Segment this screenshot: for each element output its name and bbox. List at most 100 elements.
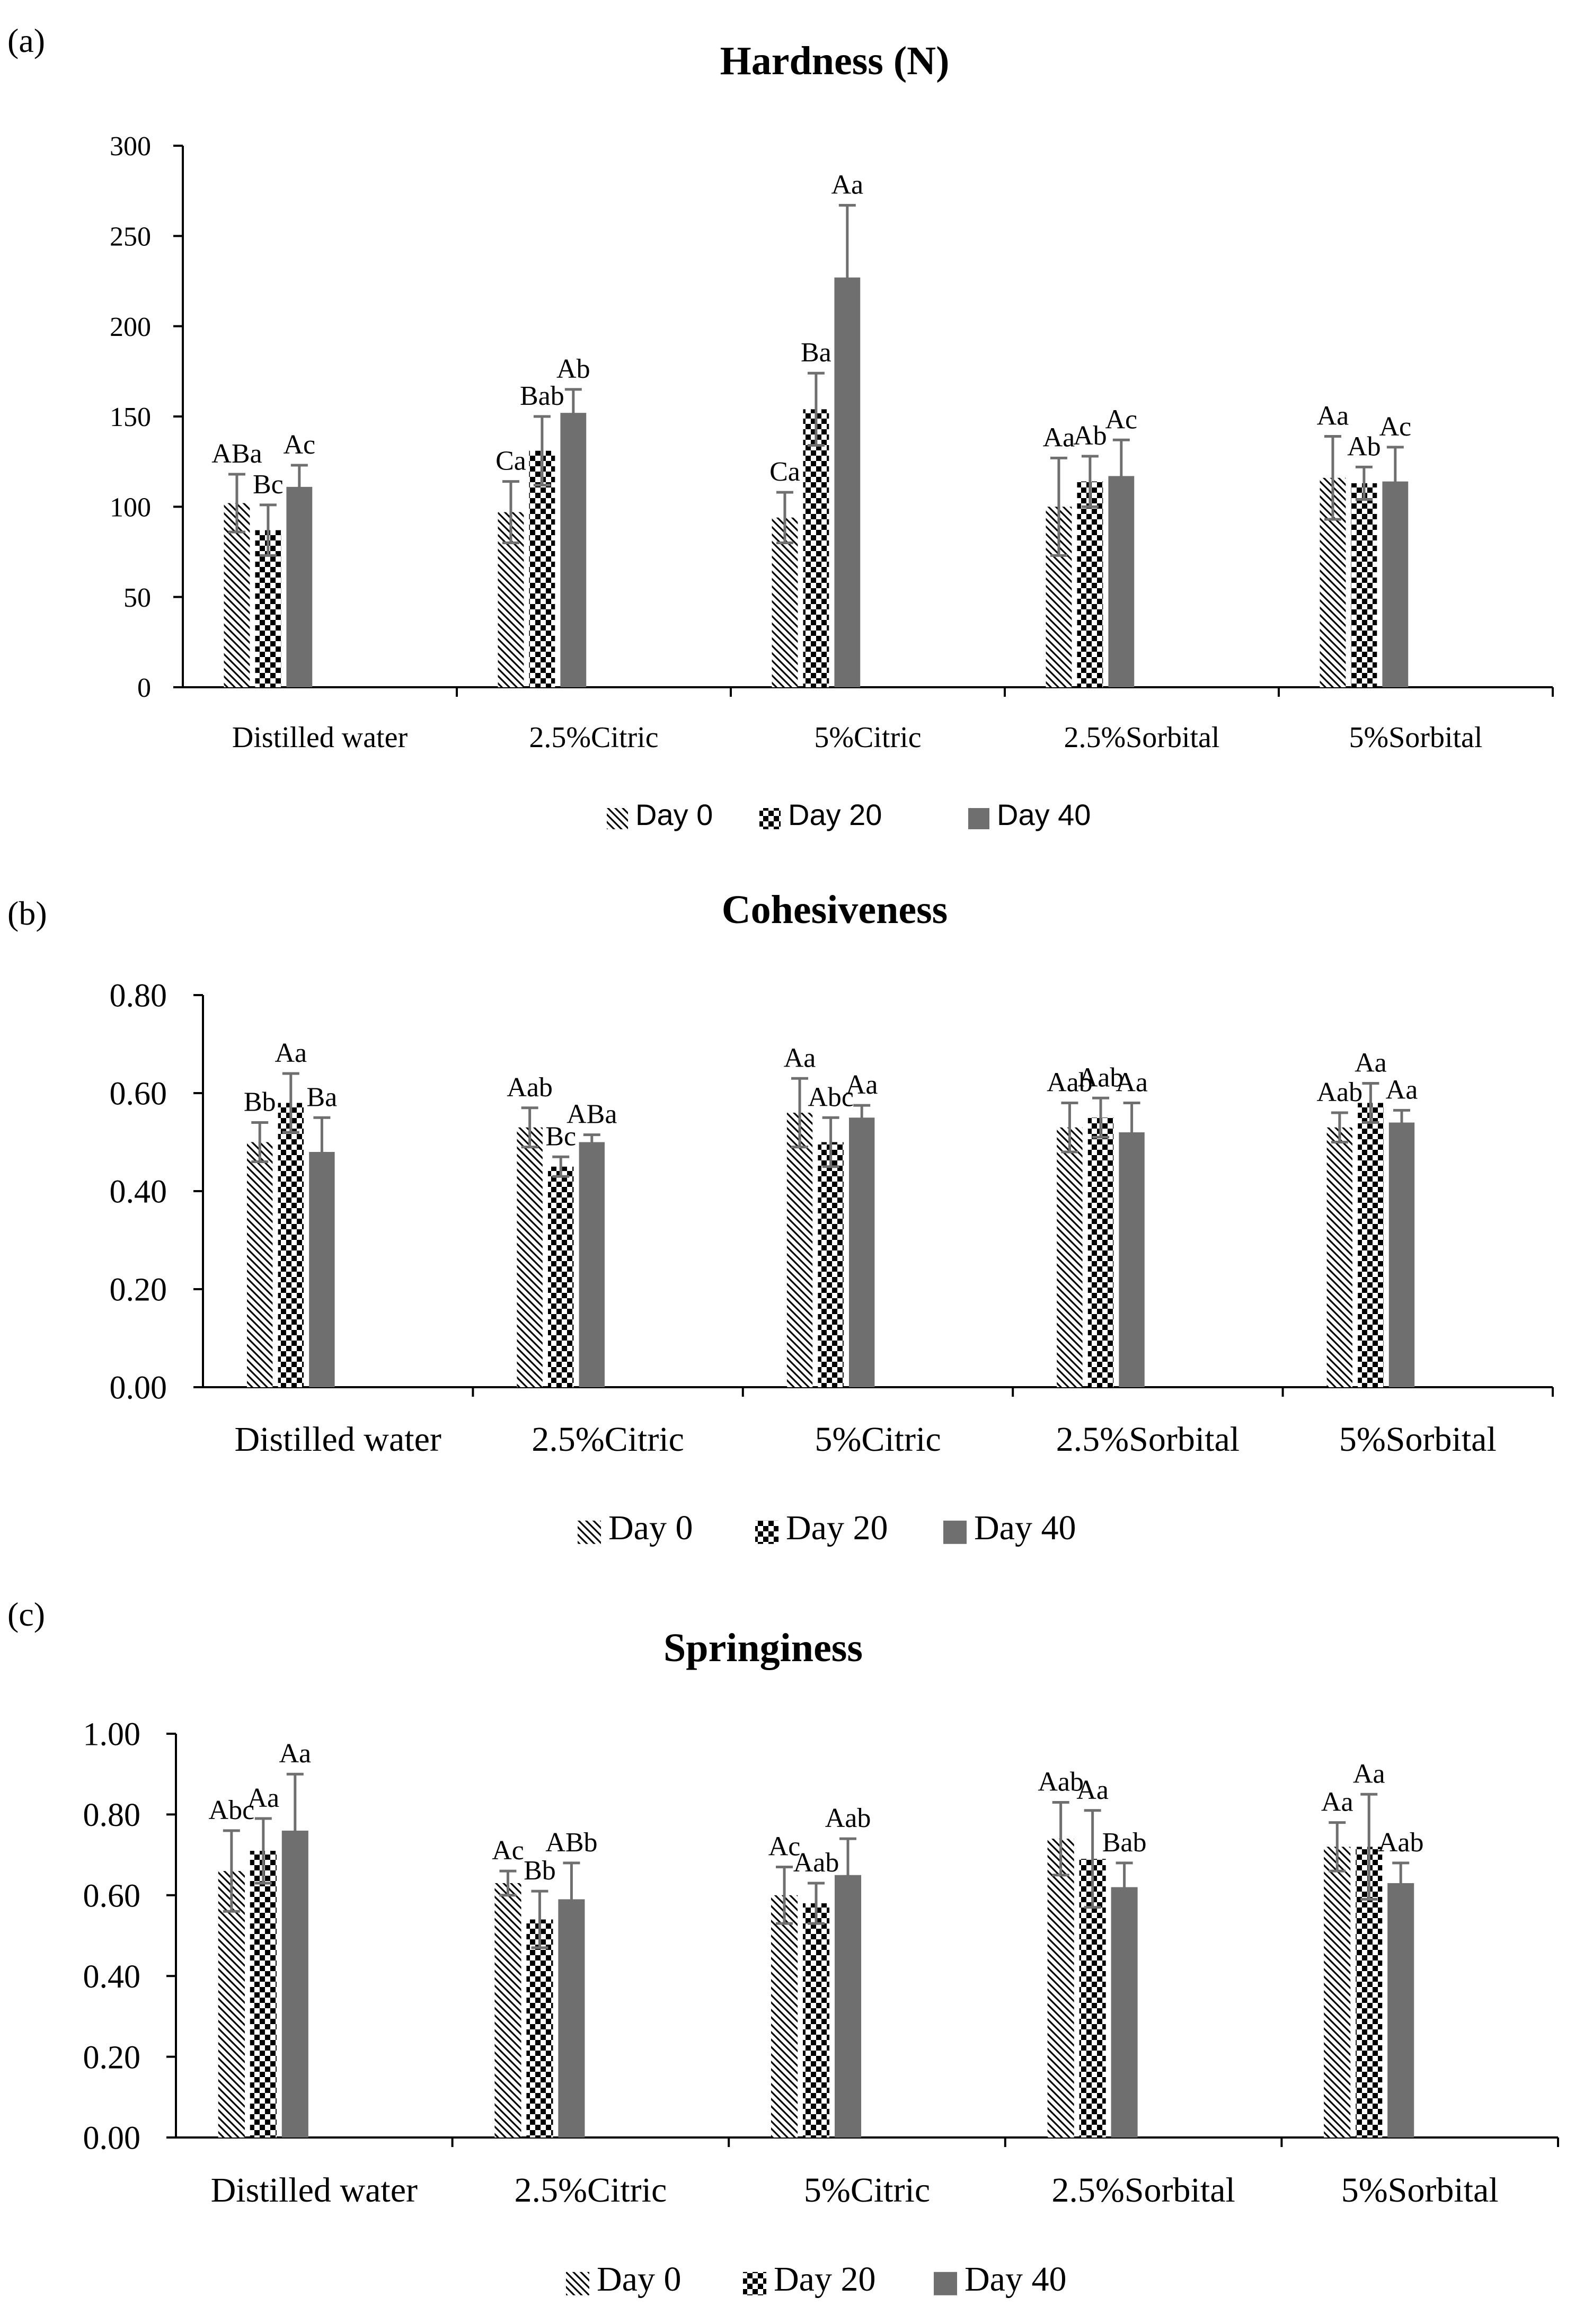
legend-label: Day 0 <box>635 798 713 831</box>
y-tick-label: 0.20 <box>110 1272 167 1308</box>
panel-a-letter: (a) <box>7 22 45 59</box>
category-label: 5%Citric <box>804 2171 930 2210</box>
significance-label: ABa <box>567 1099 617 1130</box>
bar-day-40 <box>558 1899 585 2137</box>
significance-label: Ac <box>284 430 316 460</box>
significance-label: Aa <box>1317 401 1349 431</box>
y-tick-label: 0.80 <box>110 978 167 1014</box>
significance-label: Aa <box>1353 1759 1385 1789</box>
bar-day-0 <box>224 503 250 687</box>
significance-label: Ab <box>556 354 590 384</box>
legend-swatch <box>743 2272 766 2295</box>
bar-day-0 <box>1324 1847 1351 2137</box>
legend-label: Day 20 <box>774 2260 875 2299</box>
y-tick-label: 0 <box>137 673 151 703</box>
significance-label: Aa <box>275 1038 307 1068</box>
y-tick-label: 100 <box>110 493 151 523</box>
significance-label: Bb <box>524 1856 556 1886</box>
bar-day-20 <box>1351 483 1377 687</box>
legend-swatch <box>578 1520 601 1544</box>
significance-label: Aab <box>507 1072 553 1103</box>
bar-day-0 <box>517 1127 543 1387</box>
significance-label: Aab <box>1078 1062 1124 1093</box>
significance-label: Ac <box>768 1831 801 1861</box>
significance-label: ABa <box>211 439 262 469</box>
significance-label: Aab <box>825 1803 871 1833</box>
significance-label: Ac <box>1379 412 1412 442</box>
y-tick-label: 0.00 <box>83 2121 141 2157</box>
bar-day-20 <box>818 1142 844 1387</box>
bar-day-20 <box>1358 1103 1384 1387</box>
legend-swatch <box>968 808 989 829</box>
bar-day-20 <box>1087 1117 1114 1387</box>
legend-swatch <box>755 1520 778 1544</box>
panel-a: (a) Hardness (N) 0 50 100 150 200 250 300 Disti… <box>7 22 1554 831</box>
y-tick-label: 300 <box>110 131 151 162</box>
significance-label: Ab <box>1347 431 1381 462</box>
significance-label: Aa <box>1043 422 1075 453</box>
category-label: 2.5%Sorbital <box>1056 1420 1240 1459</box>
legend-label: Day 0 <box>597 2260 681 2299</box>
bar-day-40 <box>1387 1883 1414 2137</box>
category-label: 2.5%Sorbital <box>1064 721 1220 754</box>
y-tick-label: 150 <box>110 402 151 432</box>
category-label: 5%Citric <box>814 721 921 754</box>
bar-day-40 <box>560 413 587 687</box>
bar-day-20 <box>1077 481 1103 687</box>
significance-label: Bab <box>1102 1828 1147 1858</box>
significance-label: Bc <box>253 469 284 500</box>
significance-label: Ca <box>769 457 800 487</box>
y-tick-label: 0.40 <box>110 1174 167 1210</box>
significance-label: Bab <box>520 381 564 411</box>
bar-day-0 <box>494 1883 521 2137</box>
legend-swatch <box>607 808 628 829</box>
significance-label: Ba <box>307 1082 338 1112</box>
legend-label: Day 40 <box>965 2260 1066 2299</box>
y-tick-label: 200 <box>110 312 151 342</box>
bar-day-0 <box>1047 1839 1074 2137</box>
springiness-chart: 0.00 0.20 0.40 0.60 0.80 1.00 Distilled water 2… <box>83 1717 1559 2299</box>
panel-c-letter: (c) <box>7 1595 45 1633</box>
category-label: 5%Sorbital <box>1339 1420 1497 1459</box>
y-tick-label: 0.20 <box>83 2039 141 2075</box>
y-tick-label: 0.80 <box>83 1797 141 1833</box>
category-label: 2.5%Citric <box>529 721 658 754</box>
bar-day-40 <box>309 1152 335 1387</box>
bar-day-40 <box>1388 1122 1415 1387</box>
significance-label: Aa <box>1076 1775 1109 1805</box>
bar-day-40 <box>834 1875 862 2137</box>
y-tick-label: 0.00 <box>110 1370 167 1406</box>
y-tick-label: 50 <box>123 583 151 613</box>
significance-label: Abc <box>209 1795 255 1825</box>
significance-label: Abc <box>808 1082 854 1112</box>
legend-swatch <box>934 2272 957 2295</box>
category-label: Distilled water <box>232 721 408 754</box>
significance-label: Ba <box>801 338 831 368</box>
significance-label: Ca <box>495 446 526 476</box>
significance-label: Bc <box>545 1121 576 1151</box>
bar-day-0 <box>786 1113 813 1387</box>
bar-day-0 <box>218 1871 245 2137</box>
hardness-chart: 0 50 100 150 200 250 300 Distilled water 2.5%Cit… <box>110 131 1554 831</box>
significance-label: Aa <box>1355 1048 1387 1078</box>
significance-label: Aa <box>831 170 864 200</box>
panel-c: (c) Springiness 0.00 0.20 0.40 0.60 0.80 1.00… <box>7 1595 1559 2299</box>
bar-day-40 <box>1111 1887 1138 2137</box>
category-label: 5%Sorbital <box>1341 2171 1499 2210</box>
bar-day-0 <box>772 517 798 687</box>
cohesiveness-chart: 0.00 0.20 0.40 0.60 0.80 Distilled water 2.5%C… <box>110 978 1554 1547</box>
significance-label: Aab <box>1047 1068 1093 1098</box>
bar-day-20 <box>802 1903 830 2137</box>
significance-label: Aab <box>1317 1077 1363 1107</box>
panel-a-title: Hardness (N) <box>720 39 950 83</box>
panel-c-title: Springiness <box>663 1626 863 1670</box>
bar-day-40 <box>1119 1132 1145 1387</box>
bar-day-20 <box>250 1850 277 2137</box>
bar-day-0 <box>771 1895 798 2137</box>
y-tick-label: 0.60 <box>110 1076 167 1112</box>
significance-label: Aab <box>793 1848 839 1878</box>
bar-day-20 <box>548 1166 574 1387</box>
panel-b-letter: (b) <box>7 894 47 932</box>
significance-label: Aa <box>247 1783 280 1813</box>
